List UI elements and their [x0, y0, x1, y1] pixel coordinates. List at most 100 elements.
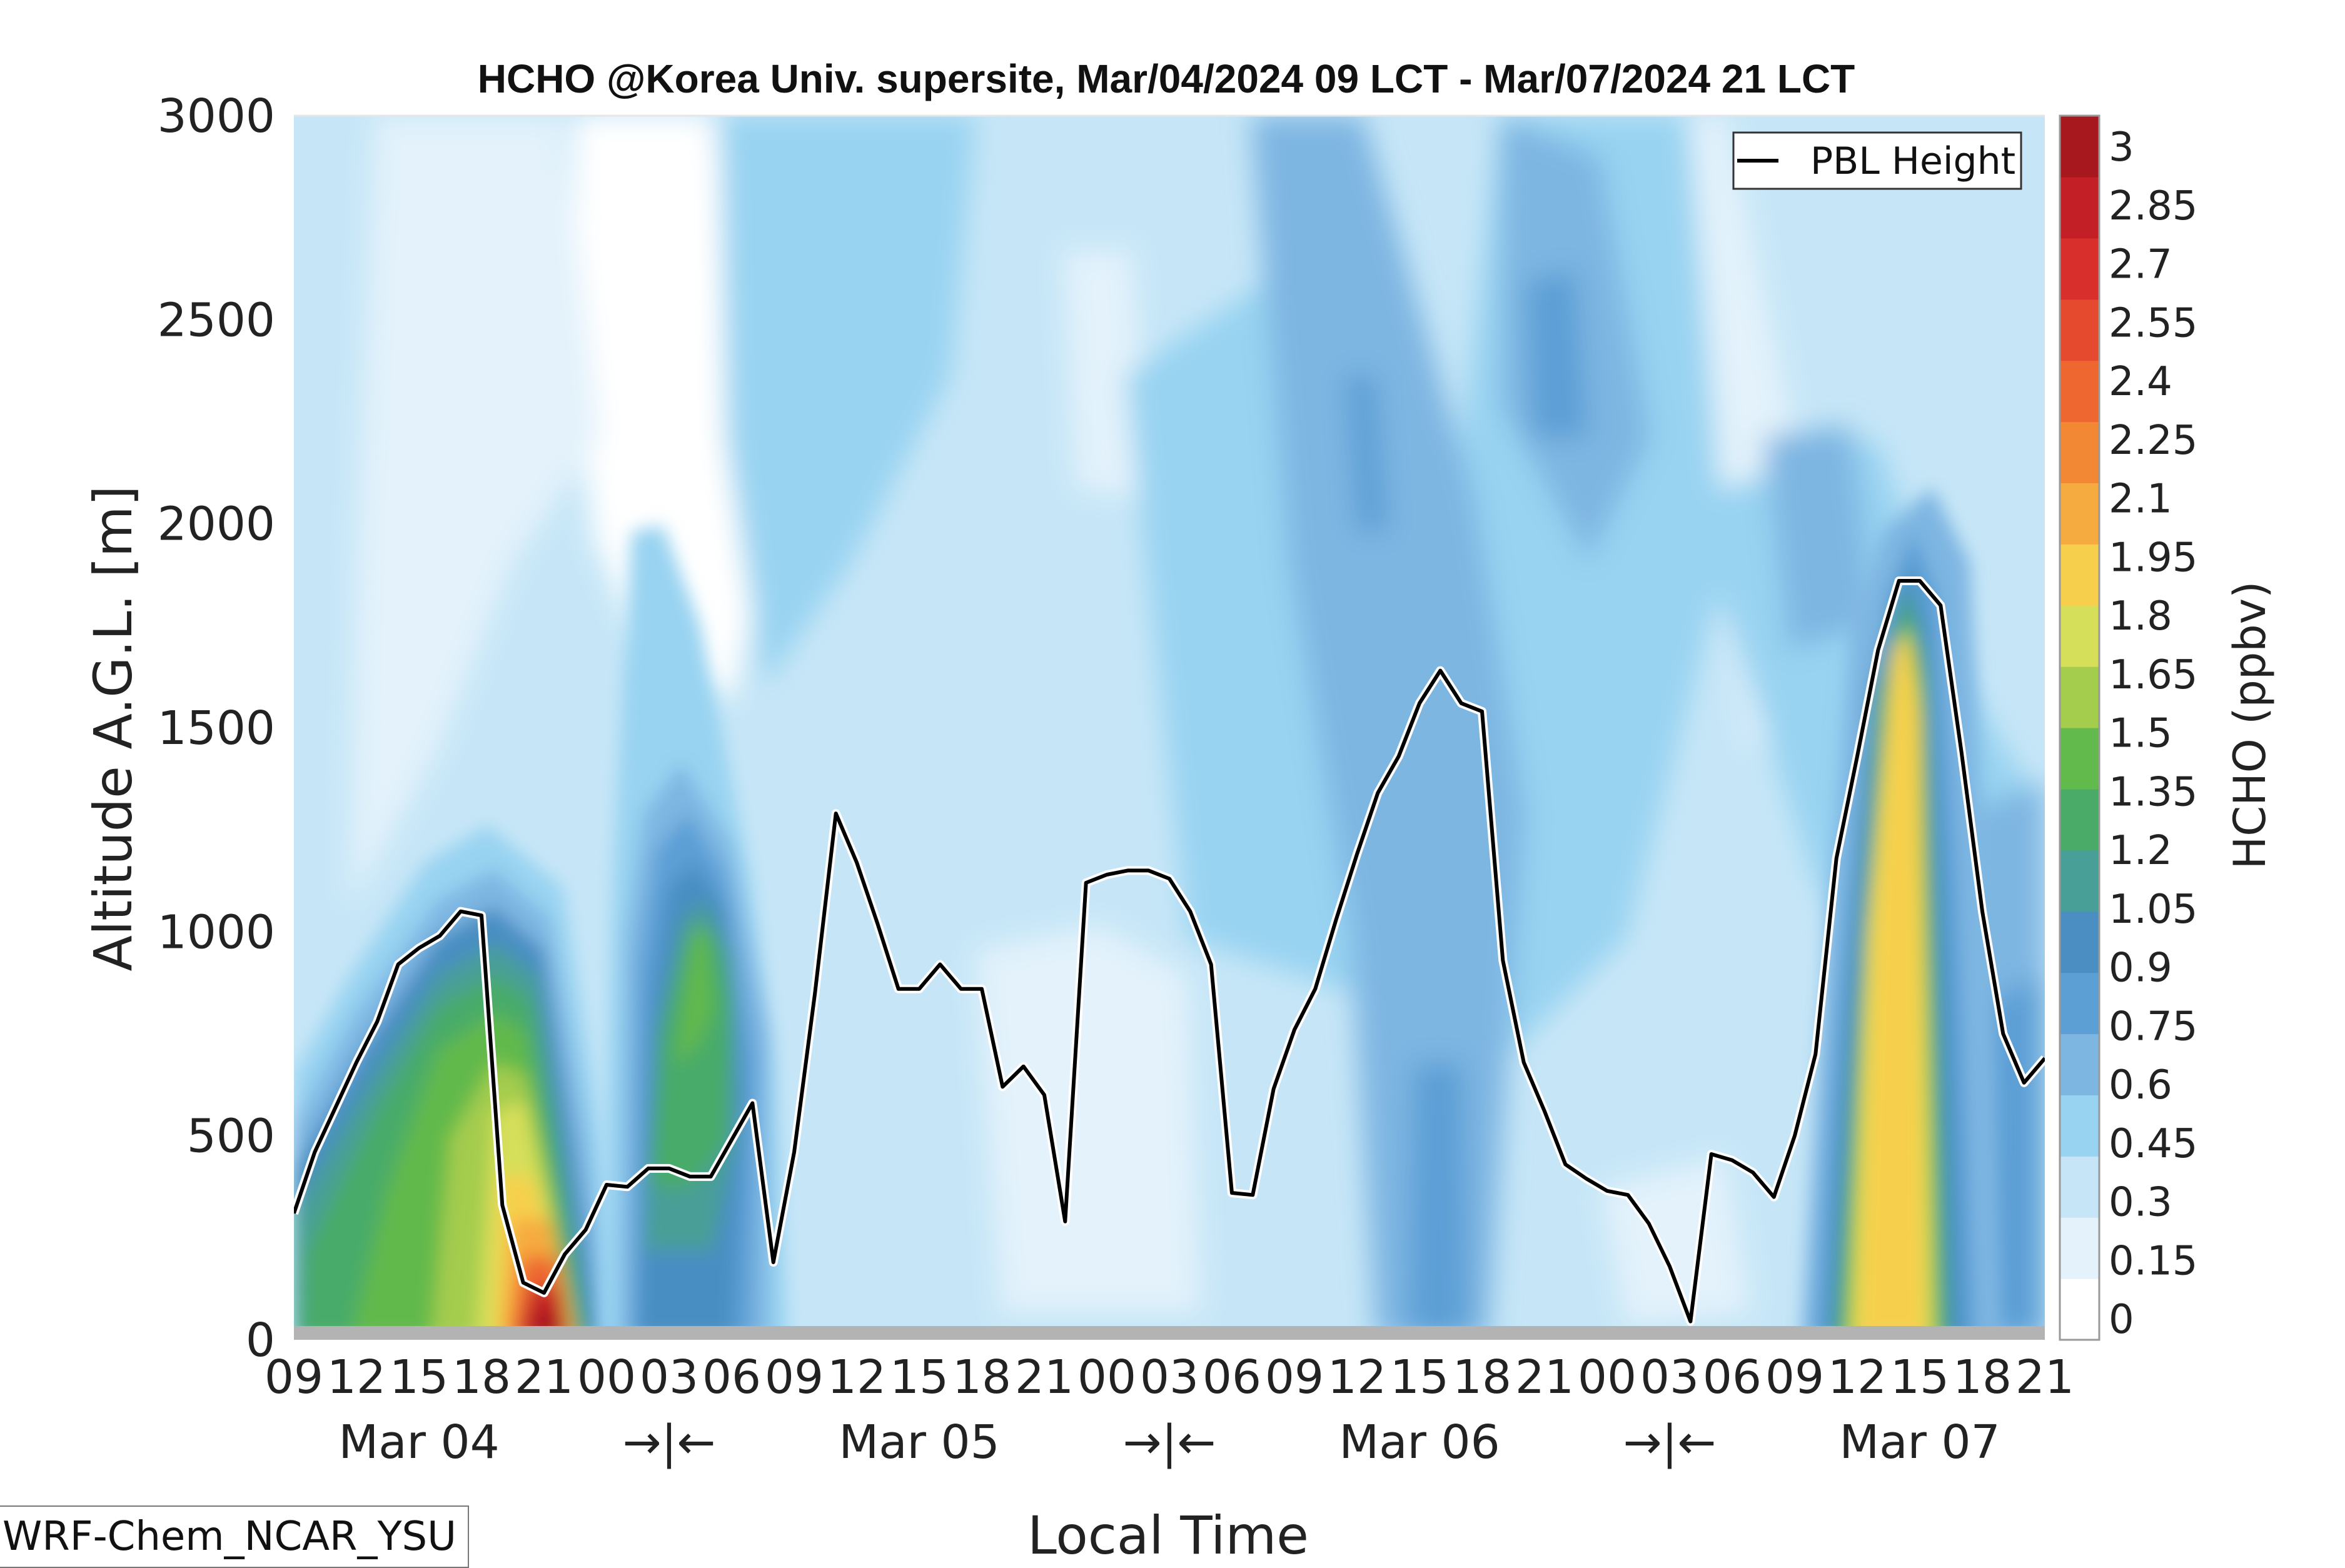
y-tick-label: 1000: [158, 905, 275, 959]
colorbar-tick-label: 1.2: [2109, 828, 2172, 874]
deep-blue-band-3: [1763, 425, 1876, 650]
model-label: WRF-Chem_NCAR_YSU: [0, 1505, 469, 1568]
x-axis-day-labels: Mar 04 →|← Mar 05 →|← Mar 06 →|← Mar 07: [338, 1415, 2000, 1469]
plume3-level-180: [1857, 644, 1926, 1340]
colorbar-segment: [2060, 911, 2099, 973]
deep-blue-band-5: [1344, 375, 1388, 531]
x-tick-label: 03: [1140, 1350, 1199, 1404]
y-axis-ticks: 0 500 1000 1500 2000 2500 3000: [158, 89, 275, 1367]
mid-blue-band-1: [719, 116, 976, 688]
colorbar-tick-label: 0.9: [2109, 945, 2172, 992]
colorbar-segment: [2060, 421, 2099, 483]
x-tick-label: 18: [452, 1350, 511, 1404]
y-tick-label: 500: [187, 1110, 275, 1163]
colorbar-tick-label: 2.85: [2109, 183, 2198, 229]
x-tick-label: 06: [702, 1350, 761, 1404]
colorbar-tick-label: 0.6: [2109, 1062, 2172, 1108]
x-tick-label: 15: [390, 1350, 448, 1404]
x-tick-label: 00: [1578, 1350, 1636, 1404]
colorbar-tick-label: 2.4: [2109, 359, 2172, 405]
colorbar-tick-label: 2.1: [2109, 476, 2172, 523]
colorbar-tick-label: 0: [2109, 1297, 2134, 1343]
colorbar-tick-label: 2.55: [2109, 300, 2198, 346]
colorbar-tick-label: 1.8: [2109, 593, 2172, 640]
upper-clean-region-left: [350, 116, 600, 907]
x-day-label: Mar 07: [1839, 1415, 2000, 1469]
colorbar-segment: [2060, 483, 2099, 545]
colorbar-segment: [2060, 788, 2099, 851]
colorbar-frame: [2059, 114, 2100, 1341]
colorbar-tick-label: 1.35: [2109, 769, 2198, 815]
x-tick-label: 03: [1640, 1350, 1699, 1404]
nocturnal-clean-region-2: [1601, 1157, 1751, 1325]
y-tick-label: 2000: [158, 498, 275, 551]
colorbar-segment: [2060, 728, 2099, 790]
plot-area: [294, 114, 2045, 1340]
x-tick-label: 06: [1203, 1350, 1261, 1404]
colorbar-segment: [2060, 605, 2099, 667]
colorbar-tick-label: 2.25: [2109, 418, 2198, 464]
colorbar-tick-label: 0.75: [2109, 1003, 2198, 1050]
x-tick-label: 15: [1390, 1350, 1449, 1404]
colorbar-segment: [2060, 972, 2099, 1035]
x-tick-label: 06: [1703, 1350, 1762, 1404]
y-tick-label: 1500: [158, 701, 275, 755]
deep-blue-band-4: [1526, 269, 1588, 438]
colorbar-tick-label: 1.95: [2109, 535, 2198, 581]
colorbar-tick-label: 1.5: [2109, 711, 2172, 757]
colorbar-tick-label: 0.3: [2109, 1180, 2172, 1226]
plume-mar05-early: [600, 525, 788, 1340]
x-tick-label: 21: [1515, 1350, 1574, 1404]
colorbar-segment: [2060, 1279, 2099, 1340]
x-day-label: →|←: [1123, 1415, 1216, 1469]
x-tick-label: 15: [1890, 1350, 1949, 1404]
x-day-label: Mar 04: [338, 1415, 499, 1469]
legend: PBL Height: [1732, 131, 2022, 190]
legend-box: [1732, 131, 2022, 190]
x-tick-label: 15: [890, 1350, 949, 1404]
colorbar-tick-label: 3: [2109, 124, 2134, 171]
chart-title: HCHO @Korea Univ. supersite, Mar/04/2024…: [478, 56, 1855, 101]
x-tick-label: 21: [1015, 1350, 1074, 1404]
colorbar-segment: [2060, 360, 2099, 423]
pbl-height-line: [294, 579, 2045, 1324]
y-tick-label: 2500: [158, 293, 275, 347]
x-tick-label: 18: [1453, 1350, 1511, 1404]
x-tick-label: 12: [827, 1350, 886, 1404]
colorbar-ticks: 0 0.15 0.3 0.45 0.6 0.75 0.9 1.05 1.2 1.35 1.5 1.65…: [2109, 124, 2198, 1343]
x-tick-label: 09: [1765, 1350, 1824, 1404]
x-tick-label: 12: [327, 1350, 386, 1404]
y-tick-label: 0: [246, 1314, 275, 1367]
x-tick-label: 12: [1328, 1350, 1386, 1404]
colorbar-tick-label: 1.05: [2109, 887, 2198, 933]
x-tick-label: 09: [765, 1350, 824, 1404]
upper-clean-region-mid: [1063, 250, 1151, 500]
colorbar-segment: [2060, 666, 2099, 728]
colorbar-segment: [2060, 850, 2099, 912]
colorbar-tick-label: 0.15: [2109, 1238, 2198, 1284]
x-tick-label: 18: [1953, 1350, 2012, 1404]
x-tick-label: 00: [577, 1350, 636, 1404]
deep-blue-band-1: [1251, 116, 1526, 1340]
x-tick-label: 00: [1077, 1350, 1136, 1404]
legend-entry-pbl-height: PBL Height: [1810, 139, 2015, 183]
colorbar-segment: [2060, 116, 2099, 178]
colorbar-segment: [2060, 176, 2099, 239]
colorbar-segment: [2060, 1156, 2099, 1218]
plume2-level-135: [675, 925, 713, 1063]
colorbar-segment: [2060, 1217, 2099, 1279]
x-tick-label: 09: [265, 1350, 323, 1404]
x-tick-label: 12: [1828, 1350, 1887, 1404]
right-edge-darker: [1982, 975, 2045, 1340]
deep-blue-band-6: [1407, 1063, 1470, 1340]
plume-mar07-afternoon: [1801, 488, 2001, 1340]
x-day-label: →|←: [623, 1415, 716, 1469]
colorbar-segment: [2060, 1095, 2099, 1157]
x-axis-ticks: 09 12 15 18 21 00 03 06 09 12 15 18 21 00 03 06 09 12 15 18…: [265, 1350, 2074, 1404]
colorbar-segment: [2060, 299, 2099, 361]
colorbar-segment: [2060, 1033, 2099, 1095]
colorbar-segment: [2060, 238, 2099, 300]
nocturnal-clean-region-1: [976, 925, 1201, 1313]
colorbar-label: HCHO (ppbv): [2224, 581, 2276, 870]
